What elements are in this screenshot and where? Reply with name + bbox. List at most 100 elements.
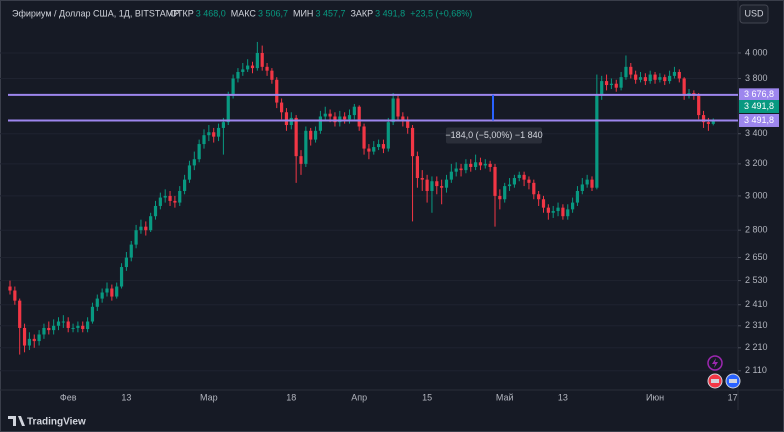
readout-value: 3 468,0	[196, 8, 226, 18]
currency-button[interactable]	[739, 4, 769, 24]
x-tick-label: 18	[286, 392, 296, 402]
readout-label: МИН	[293, 8, 313, 18]
candle-body	[629, 66, 633, 75]
candle-body	[483, 163, 487, 166]
x-tick-label: Июн	[646, 392, 664, 402]
candle-body	[260, 52, 264, 67]
y-tick-label: 2 210	[745, 342, 768, 352]
y-tick-label: 2 650	[745, 252, 768, 262]
candle-body	[701, 115, 706, 123]
candle-body	[241, 69, 245, 72]
candle-body	[609, 83, 613, 86]
candle-body	[512, 178, 516, 185]
candle-body	[270, 70, 274, 80]
candle-body	[304, 130, 308, 164]
candle-body	[158, 197, 162, 206]
alert-bolt	[712, 358, 718, 368]
candle-body	[537, 194, 541, 200]
readout-label: ЗАКР	[350, 8, 373, 18]
candle-body	[575, 190, 580, 203]
candle-body	[643, 77, 647, 82]
candle-body	[638, 77, 643, 80]
candle-body	[309, 130, 313, 140]
candle-body	[653, 74, 657, 80]
alert-icon[interactable]	[707, 355, 723, 371]
candle-body	[357, 106, 361, 127]
candle-body	[580, 184, 584, 191]
y-tick-label: 4 000	[745, 47, 768, 57]
candle-body	[192, 159, 196, 166]
candle-body	[333, 116, 337, 123]
candle-body	[672, 71, 677, 76]
candle-body	[347, 115, 352, 120]
candle-body	[265, 66, 269, 71]
candle-body	[551, 211, 555, 213]
candle-body	[66, 321, 70, 328]
currency-label: USD	[744, 8, 764, 18]
x-tick-label: Апр	[351, 392, 367, 402]
candle-body	[372, 147, 376, 152]
candle-body	[386, 122, 390, 149]
candle-body	[313, 130, 318, 140]
y-tick-label: 3 400	[745, 128, 768, 138]
candle-body	[624, 66, 628, 78]
y-tick-label: 3 800	[745, 73, 768, 83]
y-tick-label: 2 110	[745, 365, 767, 375]
candle-body	[76, 325, 80, 328]
candle-body	[13, 290, 17, 301]
candle-body	[124, 257, 128, 268]
candle-body	[454, 168, 458, 172]
candle-body	[95, 298, 99, 307]
readout-value: 3 506,7	[258, 8, 288, 18]
candle-body	[459, 168, 463, 171]
candle-body	[600, 81, 604, 95]
candle-body	[444, 179, 449, 188]
candle-body	[541, 199, 546, 208]
candle-body	[464, 163, 468, 171]
measure-label: −184,0 (−5,00%) −1 840	[445, 130, 542, 140]
candle-body	[648, 74, 652, 82]
candle-body	[18, 300, 22, 328]
candle-body	[406, 120, 410, 128]
y-tick-label: 2 310	[745, 320, 768, 330]
candle-body	[47, 327, 51, 331]
candle-body	[697, 95, 701, 116]
candle-body	[377, 144, 381, 148]
brand-name: TradingView	[27, 417, 86, 428]
candle-body	[207, 132, 211, 136]
candle-body	[52, 325, 56, 331]
candle-body	[604, 81, 609, 86]
candle-body	[275, 79, 279, 103]
candle-body	[61, 321, 65, 323]
candle-body	[527, 179, 531, 183]
readout-label: МАКС	[231, 8, 257, 18]
candle-body	[517, 174, 521, 179]
candle-body	[396, 98, 400, 117]
candle-body	[86, 321, 90, 330]
candle-body	[663, 77, 667, 82]
candle-body	[149, 216, 153, 231]
candle-body	[236, 71, 240, 79]
x-tick-label: 13	[558, 392, 568, 402]
y-tick-label: 2 800	[745, 225, 768, 235]
x-tick-label: 17	[728, 392, 738, 402]
candle-body	[556, 207, 560, 212]
line-price-tag	[739, 88, 779, 102]
candle-body	[367, 148, 371, 152]
candle-body	[71, 327, 75, 329]
candle-body	[100, 292, 104, 299]
candle-body	[22, 327, 27, 346]
readout-value: 3 491,8	[375, 8, 405, 18]
last-price-label: 3 491,8	[744, 101, 774, 111]
candle-body	[139, 226, 143, 231]
candle-body	[362, 126, 366, 149]
candle-body	[134, 230, 138, 245]
candle-body	[246, 65, 250, 70]
candle-body	[668, 75, 672, 82]
candle-body	[425, 179, 429, 191]
readout-label: ОТКР	[170, 8, 194, 18]
candle-body	[202, 135, 206, 145]
candle-body	[168, 195, 172, 201]
grid	[0, 52, 738, 372]
y-tick-label: 3 200	[745, 158, 768, 168]
